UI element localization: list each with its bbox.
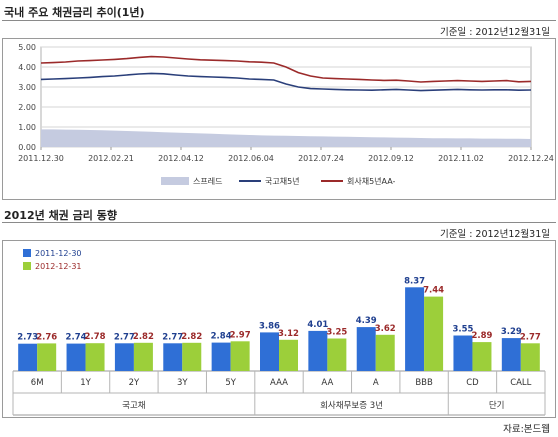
bar bbox=[114, 343, 134, 371]
bar bbox=[472, 342, 492, 371]
x-tick-label: 2012.12.24 bbox=[508, 154, 554, 163]
bar bbox=[327, 338, 347, 371]
bar-value-label: 2.78 bbox=[85, 332, 106, 342]
bar bbox=[375, 334, 395, 371]
y-tick-label: 5.00 bbox=[18, 43, 36, 52]
legend-label: 회사채5년AA- bbox=[347, 176, 396, 186]
bar bbox=[279, 339, 298, 371]
title-divider bbox=[2, 20, 556, 21]
legend-swatch bbox=[23, 249, 31, 257]
bar-value-label: 3.12 bbox=[278, 329, 299, 339]
group-label: 회사채무보증 3년 bbox=[320, 400, 383, 411]
category-label: AAA bbox=[270, 378, 288, 388]
bar bbox=[18, 343, 38, 371]
legend-swatch bbox=[161, 177, 189, 185]
bar-value-label: 2.82 bbox=[133, 332, 154, 342]
bar bbox=[424, 296, 444, 371]
bar bbox=[453, 335, 473, 371]
series-line bbox=[40, 55, 532, 83]
x-tick-label: 2012.04.12 bbox=[158, 154, 204, 163]
category-label: 5Y bbox=[225, 378, 236, 388]
category-label: 1Y bbox=[80, 378, 91, 388]
bar bbox=[260, 332, 279, 371]
bar bbox=[308, 330, 328, 371]
bar bbox=[66, 343, 86, 371]
bar-chart-frame: 2011-12-30 2012-12-31 2.73 2.76 2.74 2.78 2.77… bbox=[2, 240, 556, 418]
bar bbox=[520, 343, 540, 371]
x-tick-label: 2012.09.12 bbox=[368, 154, 414, 163]
bar-value-label: 7.44 bbox=[423, 286, 444, 296]
bar-chart-title: 2012년 채권 금리 동향 bbox=[4, 209, 117, 222]
line-chart-as-of-date: 기준일 : 2012년12월31일 bbox=[439, 27, 550, 38]
bar-value-label: 2.73 bbox=[17, 333, 38, 343]
y-tick-label: 4.00 bbox=[18, 63, 36, 72]
y-tick-label: 1.00 bbox=[18, 123, 36, 132]
bar-value-label: 2.76 bbox=[36, 332, 57, 342]
bar bbox=[230, 341, 250, 371]
bar-value-label: 2.84 bbox=[211, 332, 232, 342]
bar-value-label: 2.89 bbox=[471, 331, 492, 341]
category-label: 3Y bbox=[177, 378, 188, 388]
category-label: CALL bbox=[510, 378, 531, 388]
group-label: 단기 bbox=[489, 400, 505, 411]
plot-area bbox=[40, 46, 532, 148]
source-note: 자료:본드웹 bbox=[503, 424, 550, 435]
bar-value-label: 2.77 bbox=[114, 332, 135, 342]
bar-chart-as-of-date: 기준일 : 2012년12월31일 bbox=[439, 229, 550, 240]
bar bbox=[163, 343, 183, 371]
bar bbox=[182, 342, 202, 371]
spread-area bbox=[41, 129, 531, 147]
category-label: 6M bbox=[31, 378, 44, 388]
bar-value-label: 2.77 bbox=[162, 332, 183, 342]
title-divider bbox=[2, 222, 556, 223]
series-line bbox=[40, 72, 532, 92]
bar-value-label: 2.97 bbox=[230, 330, 251, 340]
legend-label: 국고채5년 bbox=[265, 176, 300, 186]
bar-chart: 2011-12-30 2012-12-31 2.732.76 2.742.78 2.77… bbox=[12, 249, 546, 416]
bar-value-label: 2.74 bbox=[66, 333, 87, 343]
bar-value-label: 2.77 bbox=[520, 332, 541, 342]
x-tick-label: 2012.06.04 bbox=[228, 154, 274, 163]
x-tick-label: 2011.12.30 bbox=[18, 154, 64, 163]
bar-value-label: 8.37 bbox=[404, 276, 425, 286]
y-tick-label: 0.00 bbox=[18, 143, 36, 152]
bar bbox=[85, 343, 105, 371]
category-label: AA bbox=[321, 378, 333, 388]
bar bbox=[501, 338, 521, 371]
category-label: 2Y bbox=[129, 378, 140, 388]
category-label: BBB bbox=[415, 378, 433, 388]
bar bbox=[356, 327, 376, 371]
legend-label: 2012-12-31 bbox=[35, 262, 82, 271]
x-tick-label: 2012.11.02 bbox=[438, 154, 484, 163]
y-tick-label: 3.00 bbox=[18, 83, 36, 92]
line-chart-title: 국내 주요 채권금리 추이(1년) bbox=[4, 6, 145, 19]
category-label: A bbox=[373, 378, 379, 388]
line-chart: 0.00 1.00 2.00 3.00 4.00 5.00 2011.12.30 2012.0… bbox=[18, 43, 554, 186]
bar bbox=[405, 287, 425, 371]
bar-value-label: 3.29 bbox=[501, 327, 522, 337]
bar-value-label: 3.62 bbox=[375, 324, 396, 334]
category-label: CD bbox=[466, 378, 479, 388]
group-label: 국고채 bbox=[122, 400, 145, 411]
legend-label: 스프레드 bbox=[193, 177, 222, 186]
line-chart-frame: 0.00 1.00 2.00 3.00 4.00 5.00 2011.12.30 2012.0… bbox=[2, 38, 556, 200]
bar bbox=[133, 342, 153, 371]
bar bbox=[211, 342, 231, 371]
x-tick-label: 2012.07.24 bbox=[298, 154, 344, 163]
legend-swatch bbox=[23, 262, 31, 270]
bar-value-label: 3.25 bbox=[326, 328, 347, 338]
bar-value-label: 4.39 bbox=[356, 316, 377, 326]
x-tick-label: 2012.02.21 bbox=[88, 154, 134, 163]
bar-value-label: 2.82 bbox=[181, 332, 202, 342]
bar bbox=[37, 343, 57, 371]
legend-label: 2011-12-30 bbox=[35, 249, 82, 258]
bar-value-label: 3.86 bbox=[259, 321, 280, 331]
bar-value-label: 4.01 bbox=[307, 320, 328, 330]
bar-value-label: 3.55 bbox=[452, 325, 473, 335]
y-tick-label: 2.00 bbox=[18, 103, 36, 112]
